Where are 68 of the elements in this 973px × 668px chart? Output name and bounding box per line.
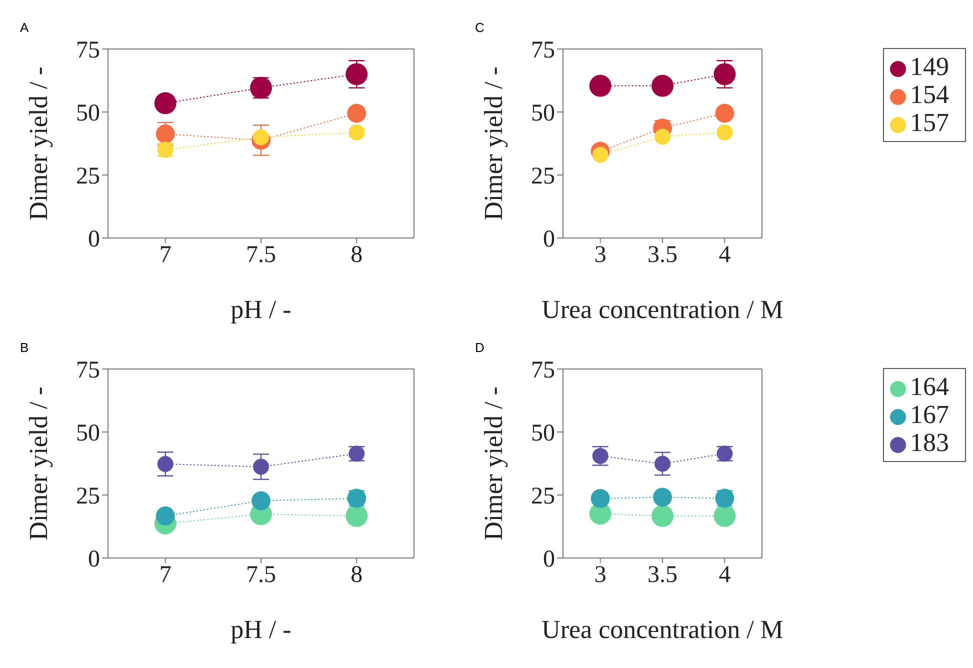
point [654, 456, 670, 472]
point [714, 63, 736, 86]
y-tick-label: 75 [531, 358, 555, 384]
x-axis-title: pH / - [230, 295, 292, 324]
legend-label: 157 [910, 108, 949, 137]
x-tick-label: 7.5 [246, 562, 276, 588]
x-tick-label: 7 [159, 242, 172, 268]
point [652, 504, 674, 527]
y-tick-label: 25 [531, 484, 555, 510]
x-tick-label: 3 [594, 242, 606, 268]
y-axis-title: Dimer yield / - [479, 386, 508, 540]
point [654, 128, 670, 145]
point [589, 74, 612, 97]
x-axis-title: pH / - [230, 615, 292, 644]
y-tick-label: 75 [531, 38, 555, 64]
y-tick-label: 0 [543, 546, 555, 573]
y-tick-label: 50 [531, 420, 555, 447]
x-tick-label: 4 [718, 242, 731, 268]
y-tick-label: 50 [531, 100, 555, 127]
point [346, 504, 368, 527]
point [715, 104, 734, 123]
text: D [475, 340, 484, 355]
point [714, 504, 736, 527]
point [348, 124, 365, 140]
point [652, 74, 674, 97]
x-tick-label: 4 [718, 562, 731, 588]
x-tick-label: 7 [159, 562, 172, 588]
point [252, 491, 270, 510]
y-tick-label: 0 [88, 226, 100, 253]
y-axis-title: Dimer yield / - [479, 66, 508, 220]
point [592, 146, 608, 163]
legend-label: 149 [910, 52, 949, 81]
point [253, 129, 269, 146]
legend-label: 167 [910, 400, 949, 429]
y-tick-label: 75 [76, 38, 100, 64]
y-tick-label: 25 [76, 164, 100, 190]
x-tick-label: 3 [594, 562, 606, 588]
y-tick-label: 50 [76, 100, 100, 127]
text: A [20, 20, 29, 35]
y-tick-label: 0 [88, 546, 100, 573]
x-axis-title: Urea concentration / M [542, 295, 784, 324]
x-axis-title: Urea concentration / M [542, 615, 784, 644]
x-tick-label: 3.5 [648, 562, 678, 588]
y-tick-label: 50 [76, 420, 100, 447]
point [653, 488, 672, 507]
text: C [475, 20, 484, 35]
point [716, 124, 733, 140]
legend-label: 164 [910, 372, 949, 401]
point [154, 92, 176, 114]
point [157, 456, 174, 472]
x-tick-label: 8 [350, 562, 363, 588]
y-axis-title: Dimer yield / - [24, 66, 54, 220]
point [253, 458, 269, 475]
x-tick-label: 8 [350, 242, 363, 268]
y-tick-label: 75 [76, 358, 100, 384]
point [590, 489, 610, 508]
y-tick-label: 0 [543, 226, 555, 253]
y-tick-label: 25 [76, 484, 100, 510]
text: B [20, 340, 29, 355]
legend-label: 154 [910, 80, 949, 109]
point [347, 104, 366, 123]
y-axis-title: Dimer yield / - [24, 386, 54, 540]
legend-label: 183 [910, 428, 949, 457]
x-tick-label: 3.5 [648, 242, 678, 268]
y-tick-label: 25 [531, 164, 555, 190]
x-tick-label: 7.5 [246, 242, 276, 268]
point [156, 506, 175, 526]
point [346, 63, 368, 86]
